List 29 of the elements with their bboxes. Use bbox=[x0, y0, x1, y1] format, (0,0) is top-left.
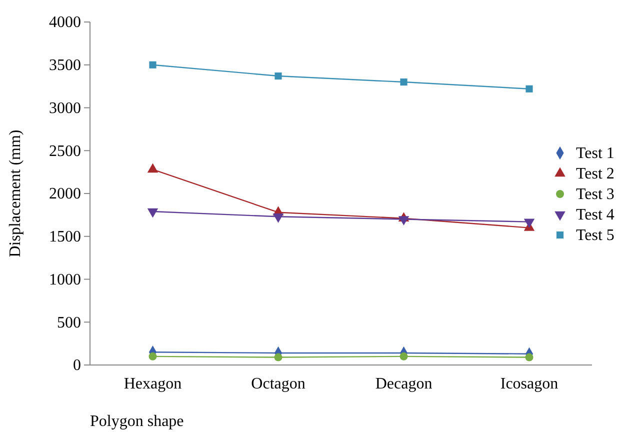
x-axis-title: Polygon shape bbox=[90, 413, 184, 430]
legend-label: Test 1 bbox=[576, 145, 614, 162]
y-axis-title: Displacement (mm) bbox=[7, 130, 24, 258]
y-tick-label: 500 bbox=[57, 314, 81, 332]
point bbox=[400, 352, 408, 360]
legend-label: Test 5 bbox=[576, 227, 614, 244]
point bbox=[147, 163, 158, 173]
legend-label: Test 4 bbox=[576, 206, 614, 224]
y-tick-label: 3000 bbox=[49, 100, 81, 117]
point bbox=[525, 353, 534, 362]
y-tick-label: 2500 bbox=[49, 142, 81, 160]
legend-label: Test 2 bbox=[576, 166, 614, 182]
y-tick-label: 4000 bbox=[49, 14, 81, 32]
x-tick-label: Icosagon bbox=[500, 375, 558, 392]
point bbox=[149, 61, 156, 68]
x-tick-label: Hexagon bbox=[124, 375, 182, 392]
point bbox=[274, 72, 282, 80]
x-tick-label: Decagon bbox=[375, 375, 432, 392]
y-tick-label: 2000 bbox=[49, 186, 81, 203]
point bbox=[274, 353, 282, 362]
y-tick-label: 1000 bbox=[49, 271, 81, 288]
y-tick-label: 3500 bbox=[49, 56, 81, 74]
y-tick-label: 0 bbox=[73, 357, 81, 374]
point bbox=[526, 85, 533, 92]
legend-label: Test 3 bbox=[576, 186, 614, 203]
point bbox=[148, 352, 157, 360]
point bbox=[400, 78, 408, 86]
x-tick-label: Octagon bbox=[251, 375, 306, 392]
y-tick-label: 1500 bbox=[49, 228, 81, 246]
